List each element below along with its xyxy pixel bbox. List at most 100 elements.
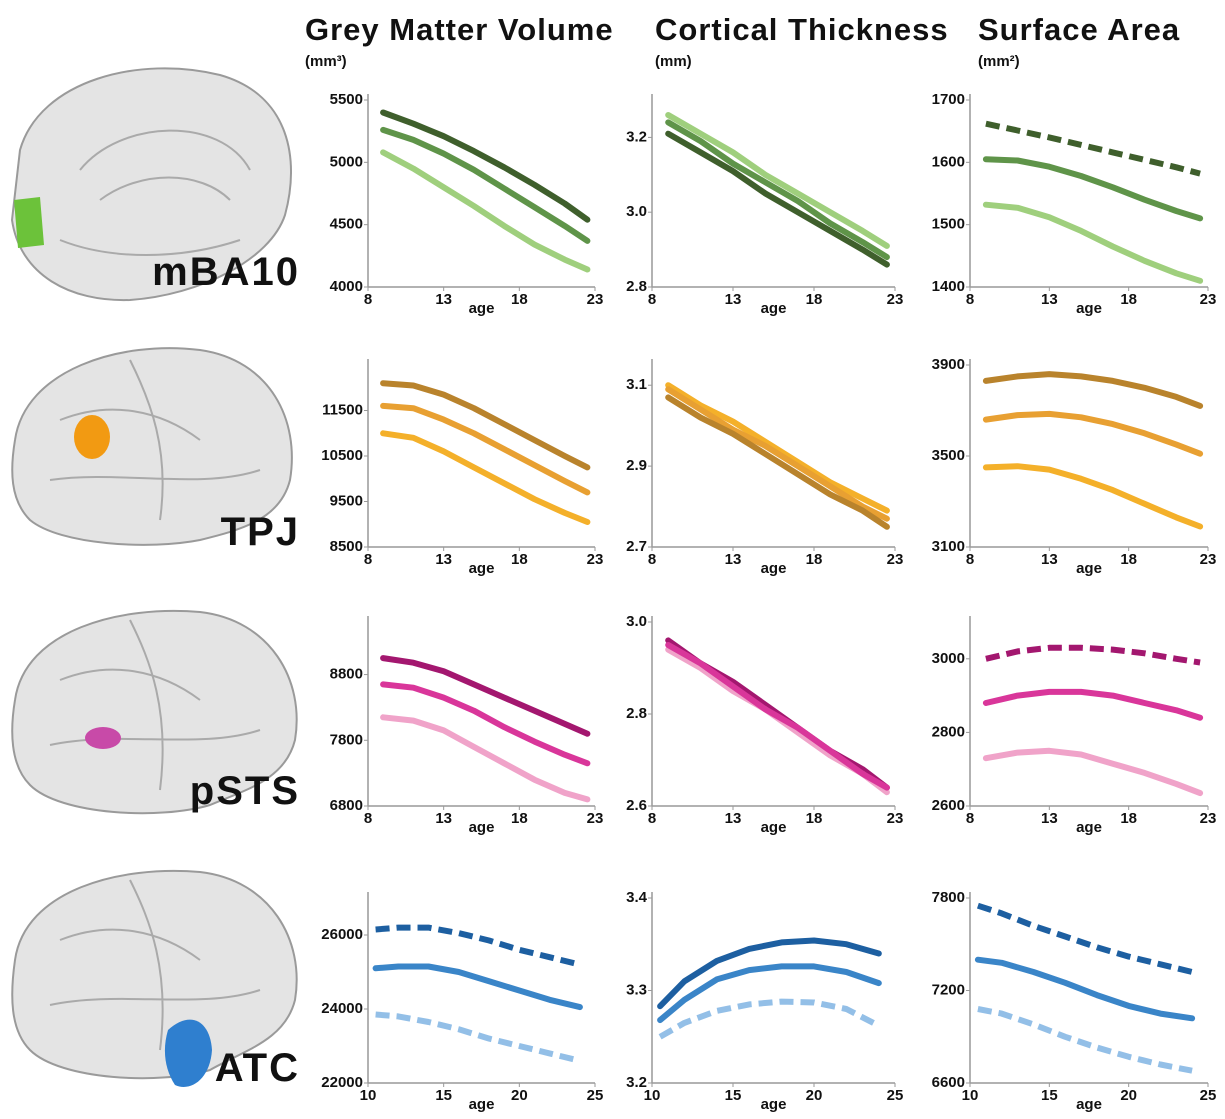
y-tick-label: 3.0: [626, 203, 647, 220]
y-tick-label: 7800: [932, 889, 965, 906]
x-tick-label: 23: [887, 551, 904, 568]
x-tick-label: 8: [966, 810, 974, 827]
chart: 6800780088008131823age: [330, 616, 604, 836]
x-tick-label: 18: [806, 291, 823, 308]
column-title: Grey Matter Volume: [305, 12, 614, 47]
x-tick-label: 18: [511, 291, 528, 308]
y-tick-label: 3.1: [626, 376, 647, 393]
x-tick-label: 8: [966, 551, 974, 568]
chart: 3100350039008131823age: [932, 356, 1217, 577]
charts: 40004500500055008131823age2.83.03.281318…: [321, 91, 1216, 1113]
column-title: Cortical Thickness: [655, 12, 949, 47]
y-tick-label: 2.6: [626, 797, 647, 814]
x-axis-label: age: [1076, 819, 1102, 836]
chart: 2600280030008131823age: [932, 616, 1217, 836]
x-tick-label: 8: [364, 551, 372, 568]
x-tick-label: 13: [725, 551, 742, 568]
chart: 2.83.03.28131823age: [626, 94, 903, 317]
series-line: [986, 124, 1200, 174]
y-tick-label: 10500: [321, 447, 363, 464]
column-unit: (mm²): [978, 53, 1020, 70]
y-tick-label: 8800: [330, 666, 363, 683]
region-patch: [74, 415, 110, 459]
x-tick-label: 8: [364, 810, 372, 827]
y-tick-label: 8500: [330, 538, 363, 555]
x-tick-label: 13: [725, 810, 742, 827]
y-tick-label: 5000: [330, 153, 363, 170]
x-tick-label: 15: [725, 1087, 742, 1104]
series-line: [383, 130, 587, 241]
series-line: [376, 967, 580, 1008]
series-line: [383, 383, 587, 467]
series-line: [986, 692, 1200, 718]
region-label: mBA10: [152, 250, 300, 294]
x-axis-label: age: [761, 300, 787, 317]
x-tick-label: 18: [806, 551, 823, 568]
x-tick-label: 18: [511, 810, 528, 827]
x-tick-label: 8: [648, 291, 656, 308]
chart: 3.23.33.410152025age: [626, 889, 903, 1113]
y-tick-label: 3.0: [626, 613, 647, 630]
x-tick-label: 13: [1041, 810, 1058, 827]
x-axis-label: age: [469, 560, 495, 577]
x-tick-label: 18: [1120, 810, 1137, 827]
y-tick-label: 1600: [932, 153, 965, 170]
chart: 2.7 2.9 3.1 8 13 18 23 age: [626, 359, 903, 577]
y-tick-label: 3100: [932, 538, 965, 555]
series-line: [978, 1009, 1192, 1071]
x-axis-label: age: [469, 1096, 495, 1113]
y-tick-label: 2800: [932, 723, 965, 740]
x-axis-label: age: [1076, 300, 1102, 317]
x-tick-label: 13: [435, 551, 452, 568]
y-tick-label: 2.9: [626, 457, 647, 474]
series-line: [986, 205, 1200, 281]
x-tick-label: 23: [887, 291, 904, 308]
y-tick-label: 7200: [932, 981, 965, 998]
region-label: pSTS: [190, 769, 300, 813]
region-patch: [165, 1020, 212, 1087]
x-tick-label: 18: [806, 810, 823, 827]
brains: [12, 68, 297, 1087]
x-tick-label: 23: [1200, 810, 1217, 827]
series-line: [376, 928, 580, 965]
x-axis-label: age: [1076, 560, 1102, 577]
region-patch: [85, 727, 121, 749]
x-axis-label: age: [761, 560, 787, 577]
series-line: [986, 751, 1200, 793]
series-line: [986, 466, 1200, 526]
column-unit: (mm): [655, 53, 692, 70]
region-label: TPJ: [221, 510, 300, 554]
series-line: [668, 134, 887, 265]
y-tick-label: 3.3: [626, 981, 647, 998]
x-tick-label: 18: [511, 551, 528, 568]
x-tick-label: 15: [1041, 1087, 1058, 1104]
y-tick-label: 3500: [932, 447, 965, 464]
y-tick-label: 4500: [330, 216, 363, 233]
column-title: Surface Area: [978, 12, 1180, 47]
y-tick-label: 7800: [330, 731, 363, 748]
x-tick-label: 10: [962, 1087, 979, 1104]
x-tick-label: 15: [435, 1087, 452, 1104]
x-tick-label: 8: [648, 551, 656, 568]
series-line: [668, 389, 887, 518]
x-tick-label: 23: [1200, 291, 1217, 308]
x-tick-label: 23: [587, 551, 604, 568]
x-tick-label: 20: [806, 1087, 823, 1104]
series-line: [978, 960, 1192, 1019]
region-patch: [14, 197, 44, 248]
x-tick-label: 8: [364, 291, 372, 308]
y-tick-label: 1500: [932, 216, 965, 233]
y-tick-label: 2.7: [626, 538, 647, 555]
y-tick-label: 11500: [322, 401, 363, 418]
x-tick-label: 20: [1120, 1087, 1137, 1104]
y-tick-label: 3000: [932, 650, 965, 667]
x-tick-label: 18: [1120, 551, 1137, 568]
x-tick-label: 25: [887, 1087, 904, 1104]
y-tick-label: 5500: [330, 91, 363, 108]
figure: 40004500500055008131823age2.83.03.281318…: [0, 0, 1225, 1119]
y-tick-label: 2.8: [626, 278, 647, 295]
x-tick-label: 23: [587, 291, 604, 308]
